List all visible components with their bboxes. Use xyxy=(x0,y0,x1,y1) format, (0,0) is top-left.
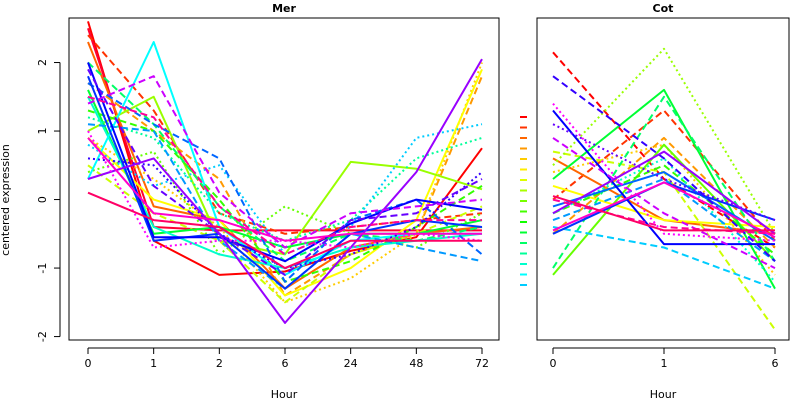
panel-mer: Mer 0 1 2 6 24 48 72 -2 -1 0 1 2 Hour xyxy=(36,2,500,400)
panel-mer-series-line-27 xyxy=(87,137,482,242)
panel-mer-x-tick-label: 6 xyxy=(282,357,289,370)
panel-mer-series-line-28 xyxy=(87,95,482,256)
panel-cot-series-line-25 xyxy=(552,198,776,235)
panel-cot-x-axis: 0 1 6 xyxy=(550,347,779,370)
panel-mer-series-line-10 xyxy=(87,150,483,256)
panel-cot-series-line-22 xyxy=(552,137,776,269)
panel-cot-series-line-19 xyxy=(552,75,776,262)
panel-mer-x-tick-label: 1 xyxy=(150,357,157,370)
panel-mer-x-axis-label: Hour xyxy=(271,388,298,400)
panel-mer-series-line-4 xyxy=(87,41,483,290)
panel-cot-x-tick-label: 1 xyxy=(661,357,668,370)
panel-cot-frame xyxy=(536,17,790,341)
panel-mer-x-tick-label: 2 xyxy=(216,357,223,370)
panel-mer-x-tick-label: 0 xyxy=(85,357,92,370)
panel-cot-x-axis-label: Hour xyxy=(650,388,677,400)
panel-mer-y-tick-label: -2 xyxy=(36,331,49,342)
panel-mer-y-tick-label: 1 xyxy=(36,128,49,135)
panel-cot-series-line-11 xyxy=(552,88,776,290)
panel-cot-series-line-18 xyxy=(552,109,775,246)
panel-mer-series-line-21 xyxy=(87,62,483,263)
panel-cot-title: Cot xyxy=(653,2,674,15)
panel-cot-series-line-4 xyxy=(552,136,776,249)
panel-mer-title: Mer xyxy=(272,2,296,15)
panel-mer-x-tick-label: 72 xyxy=(475,357,489,370)
panel-mer-x-tick-label: 24 xyxy=(344,357,358,370)
panel-mer-x-tick-label: 48 xyxy=(409,357,423,370)
panel-cot-x-tick-label: 6 xyxy=(772,357,779,370)
panel-mer-y-tick-label: -1 xyxy=(36,263,49,274)
panel-mer-series-line-24 xyxy=(87,58,483,324)
panel-cot-series-line-8 xyxy=(552,47,776,235)
panel-mer-series-line-23 xyxy=(87,68,483,276)
panel-mer-y-tick-label: 2 xyxy=(36,59,49,66)
panel-mer-series-group xyxy=(87,21,483,324)
panel-cot-series-line-24 xyxy=(552,181,776,239)
panel-cot: Cot 0 1 6 Hour xyxy=(536,2,790,400)
panel-cot-series-line-23 xyxy=(552,102,776,242)
panel-mer-y-tick-label: 0 xyxy=(36,196,49,203)
panel-cot-series-group xyxy=(552,47,776,331)
panel-cot-series-line-15 xyxy=(552,178,776,263)
panel-mer-x-axis: 0 1 2 6 24 48 72 xyxy=(85,347,489,370)
panel-cot-series-line-2 xyxy=(552,109,776,242)
panel-cot-series-line-14 xyxy=(552,226,776,290)
color-key-strip xyxy=(520,116,527,286)
panel-mer-series-line-19 xyxy=(87,82,483,283)
panel-mer-series-line-9 xyxy=(87,95,483,256)
panel-mer-series-line-25 xyxy=(87,75,483,249)
panel-cot-series-line-21 xyxy=(552,150,776,235)
panel-mer-series-line-5 xyxy=(87,75,483,297)
panel-cot-series-line-20 xyxy=(552,123,776,222)
panel-cot-series-line-10 xyxy=(552,164,776,256)
panel-mer-y-axis: -2 -1 0 1 2 xyxy=(36,59,61,342)
y-axis-label: centered expression xyxy=(0,144,12,256)
panel-cot-x-tick-label: 0 xyxy=(550,357,557,370)
panel-cot-series-line-26 xyxy=(552,195,775,232)
panel-mer-series-line-29 xyxy=(87,191,482,270)
panel-mer-frame xyxy=(68,17,500,341)
